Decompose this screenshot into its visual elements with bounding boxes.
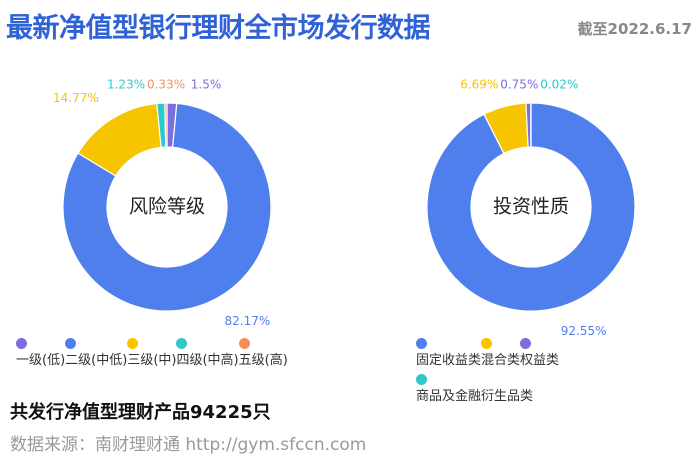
legend-label: 混合类 bbox=[481, 353, 521, 368]
legend-label: 权益类 bbox=[520, 353, 560, 368]
legend-dot bbox=[65, 338, 77, 349]
slice bbox=[164, 102, 168, 148]
legend-label: 三级(中) bbox=[127, 353, 177, 368]
value-label: 0.75% bbox=[500, 78, 538, 92]
legend-item: 三级(中) bbox=[127, 338, 176, 368]
legend-item: 二级(中低) bbox=[65, 338, 127, 368]
center-label: 投资性质 bbox=[493, 196, 569, 218]
slice bbox=[62, 102, 272, 312]
legend-label: 五级(高) bbox=[238, 353, 288, 368]
legend-item: 固定收益类 bbox=[416, 338, 481, 368]
legend-dot bbox=[238, 338, 250, 349]
summary: 共发行净值型理财产品94225只 bbox=[10, 402, 271, 423]
legend: 固定收益类 混合类 权益类商品及金融衍生品类 bbox=[416, 338, 676, 404]
value-label: 14.77% bbox=[53, 91, 99, 105]
legend-dot bbox=[176, 338, 188, 349]
legend-label: 四级(中高) bbox=[176, 353, 239, 368]
legend-label: 固定收益类 bbox=[416, 353, 482, 368]
legend-dot bbox=[481, 338, 493, 349]
value-label: 1.23% bbox=[107, 78, 145, 92]
value-label: 1.5% bbox=[191, 78, 222, 92]
legend: 一级(低) 二级(中低) 三级(中) 四级(中高) 五级(高) bbox=[16, 338, 346, 368]
value-label: 0.02% bbox=[540, 78, 578, 92]
legend-label: 商品及金融衍生品类 bbox=[416, 389, 534, 404]
legend-dot bbox=[416, 338, 427, 349]
legend-dot bbox=[520, 338, 532, 349]
value-label: 82.17% bbox=[225, 314, 271, 328]
value-label: 92.55% bbox=[561, 324, 607, 338]
slice bbox=[426, 102, 636, 312]
legend-label: 二级(中低) bbox=[65, 353, 128, 368]
date: 截至2022.6.17 bbox=[577, 20, 692, 38]
value-label: 6.69% bbox=[460, 78, 498, 92]
legend-item: 商品及金融衍生品类 bbox=[416, 374, 533, 404]
legend-item: 五级(高) bbox=[238, 338, 288, 368]
legend-item: 权益类 bbox=[520, 338, 559, 368]
legend-label: 一级(低) bbox=[16, 353, 66, 368]
legend-dot bbox=[16, 338, 27, 349]
legend-item: 四级(中高) bbox=[176, 338, 239, 368]
legend-item: 一级(低) bbox=[16, 338, 65, 368]
page-title: 最新净值型银行理财全市场发行数据 bbox=[6, 13, 431, 44]
legend-dot bbox=[416, 374, 427, 385]
legend-dot bbox=[127, 338, 139, 349]
center-label: 风险等级 bbox=[129, 196, 205, 218]
source: 数据来源：南财理财通 http://gym.sfccn.com bbox=[10, 435, 367, 455]
value-label: 0.33% bbox=[147, 78, 185, 92]
legend-item: 混合类 bbox=[481, 338, 520, 368]
